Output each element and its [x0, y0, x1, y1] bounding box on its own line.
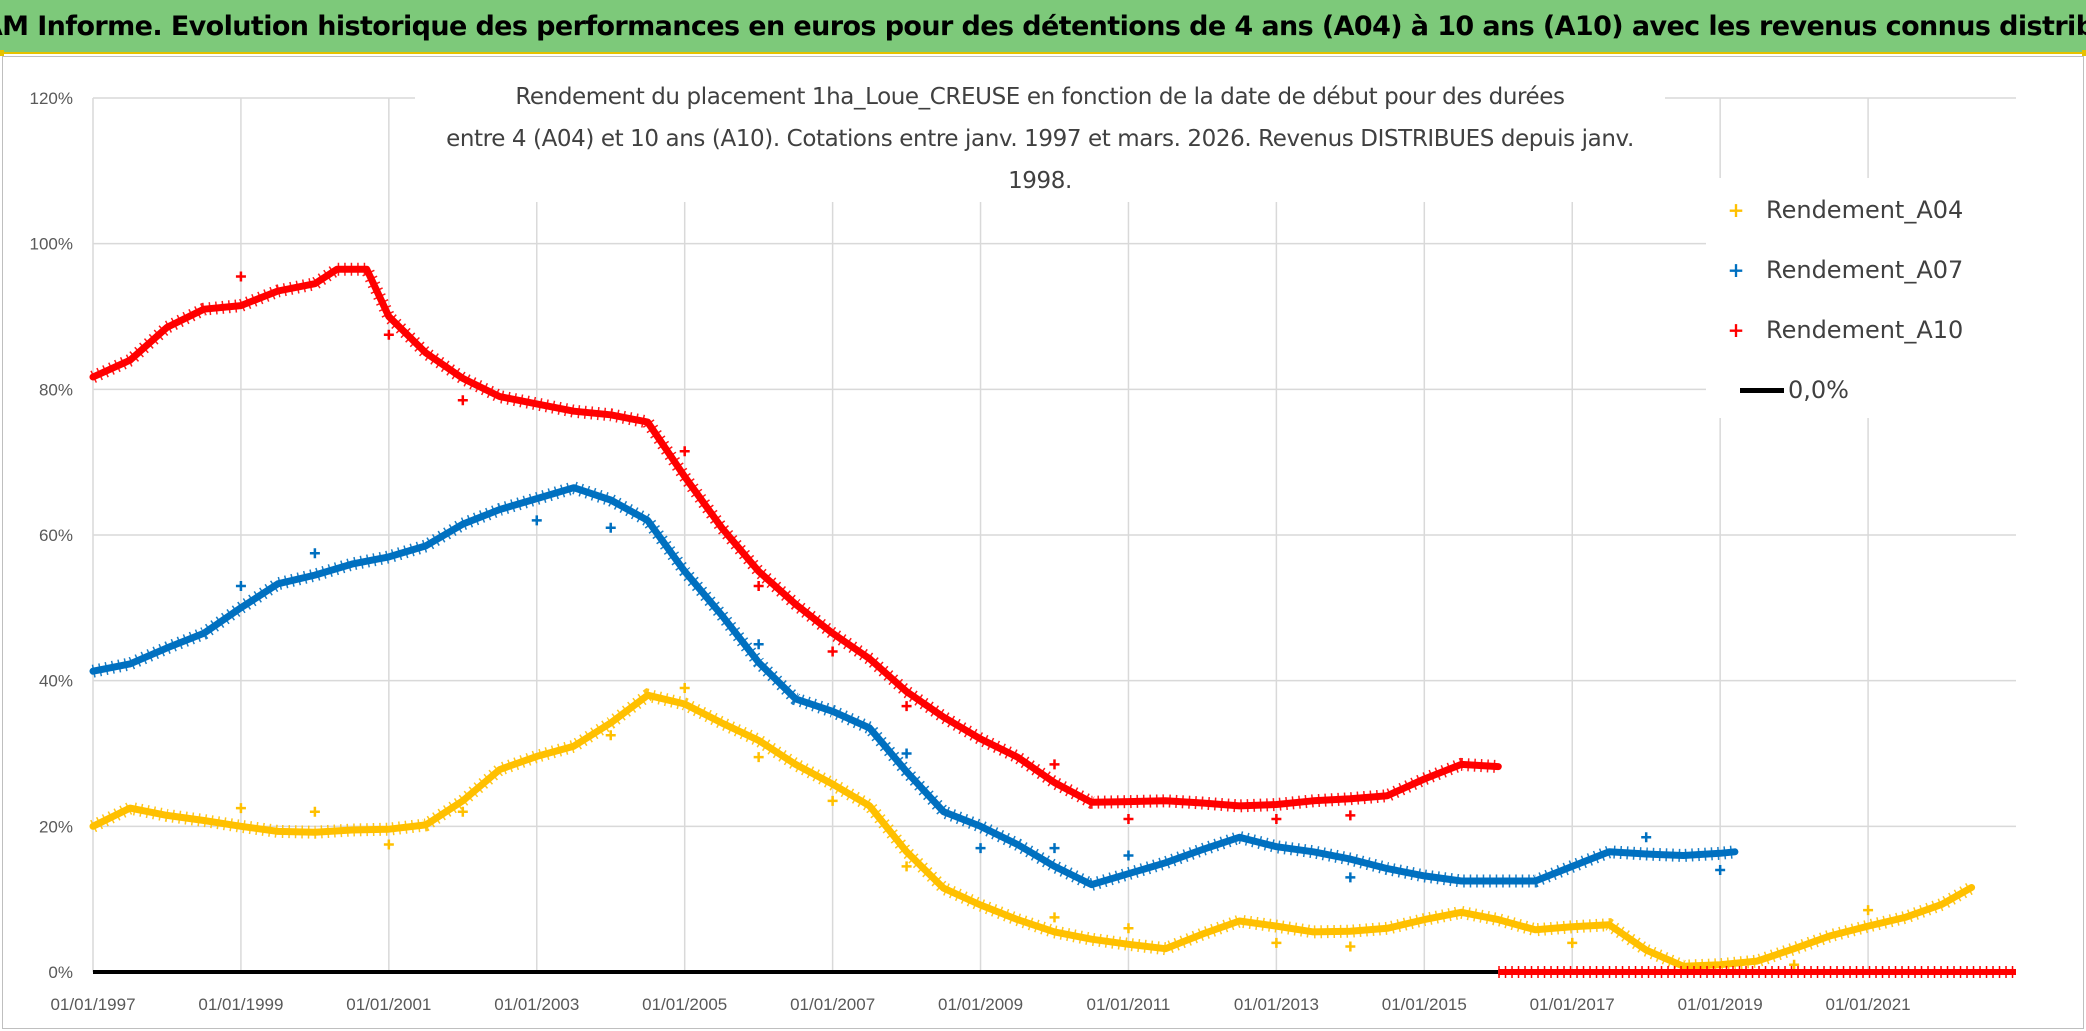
legend-item-a07: + Rendement_A07 — [1706, 250, 1964, 290]
banner-title: ADAM Informe. Evolution historique des p… — [0, 10, 2086, 42]
outlier-marker — [1123, 850, 1134, 861]
series-Rendement_A04 — [89, 682, 1976, 973]
outlier-marker — [1123, 923, 1134, 934]
outlier-marker — [1049, 912, 1060, 923]
x-tick-label: 01/01/2009 — [938, 995, 1023, 1014]
chart-title-line2: entre 4 (A04) et 10 ans (A10). Cotations… — [446, 126, 1634, 194]
outlier-marker — [679, 682, 690, 693]
outlier-marker — [1345, 872, 1356, 883]
outlier-marker — [827, 646, 838, 657]
outlier-marker — [1049, 843, 1060, 854]
chart-title-line1: Rendement du placement 1ha_Loue_CREUSE e… — [515, 84, 1565, 110]
x-tick-label: 01/01/2015 — [1382, 995, 1467, 1014]
plus-marker-icon: + — [1727, 318, 1745, 342]
y-tick-label: 80% — [39, 380, 73, 399]
x-tick-label: 01/01/2017 — [1530, 995, 1615, 1014]
series-Rendement_A10 — [89, 262, 2016, 978]
legend-item-a04: + Rendement_A04 — [1706, 190, 1964, 230]
outlier-marker — [975, 843, 986, 854]
outlier-marker — [1641, 832, 1652, 843]
chart-legend: + Rendement_A04 + Rendement_A07 + Rendem… — [1706, 178, 2016, 418]
outlier-marker — [1345, 810, 1356, 821]
x-tick-label: 01/01/2019 — [1678, 995, 1763, 1014]
x-axis-ticks: 01/01/1997 01/01/1999 01/01/2001 01/01/2003… — [50, 995, 1910, 1014]
outlier-marker — [235, 803, 246, 814]
outlier-marker — [901, 861, 912, 872]
x-tick-label: 01/01/2005 — [642, 995, 727, 1014]
x-tick-label: 01/01/2003 — [494, 995, 579, 1014]
chart-frame — [2, 56, 2084, 1029]
legend-label-zero: 0,0% — [1788, 376, 1849, 404]
outlier-marker — [1789, 959, 1800, 970]
outlier-marker — [235, 271, 246, 282]
series-layer — [89, 262, 2016, 978]
series-line — [89, 265, 1502, 810]
outlier-marker — [531, 515, 542, 526]
outlier-marker — [1049, 759, 1060, 770]
banner-corner-right — [2082, 50, 2086, 56]
outlier-marker — [1345, 941, 1356, 952]
outlier-marker — [679, 446, 690, 457]
outlier-marker — [457, 806, 468, 817]
outlier-marker — [605, 730, 616, 741]
legend-item-a10: + Rendement_A10 — [1706, 310, 1964, 350]
banner-corner-left — [0, 50, 4, 56]
outlier-marker — [309, 548, 320, 559]
outlier-marker — [383, 839, 394, 850]
x-tick-label: 01/01/2007 — [790, 995, 875, 1014]
title-banner: ADAM Informe. Evolution historique des p… — [0, 0, 2086, 54]
legend-item-zero: 0,0% — [1706, 370, 1849, 410]
outlier-marker — [1863, 905, 1874, 916]
x-tick-label: 01/01/1999 — [198, 995, 283, 1014]
x-tick-label: 01/01/1997 — [50, 995, 135, 1014]
outlier-marker — [1123, 814, 1134, 825]
line-marker-icon — [1740, 387, 1784, 393]
y-tick-label: 100% — [30, 235, 73, 254]
outlier-marker — [1567, 937, 1578, 948]
outlier-marker — [1271, 814, 1282, 825]
y-axis-ticks: 0% 20% 40% 60% 80% 100% 120% — [30, 89, 73, 982]
outlier-marker — [457, 395, 468, 406]
outlier-marker — [901, 748, 912, 759]
outlier-marker — [901, 701, 912, 712]
y-tick-label: 0% — [48, 963, 73, 982]
series-line — [89, 484, 1739, 889]
series-marks — [90, 688, 1975, 973]
series-Rendement_A07 — [89, 480, 1739, 892]
y-tick-label: 20% — [39, 817, 73, 836]
chart-title: Rendement du placement 1ha_Loue_CREUSE e… — [415, 76, 1665, 202]
outlier-marker — [753, 580, 764, 591]
series-marks — [90, 262, 1499, 813]
series-marks — [91, 480, 1736, 892]
outlier-marker — [753, 639, 764, 650]
x-tick-label: 01/01/2001 — [346, 995, 431, 1014]
plus-marker-icon: + — [1727, 198, 1745, 222]
outlier-marker — [753, 752, 764, 763]
x-tick-label: 01/01/2011 — [1087, 995, 1171, 1014]
legend-label-a10: Rendement_A10 — [1766, 316, 1964, 344]
series-line — [89, 691, 1976, 970]
outlier-marker — [827, 795, 838, 806]
outlier-marker — [1271, 937, 1282, 948]
x-tick-label: 01/01/2013 — [1234, 995, 1319, 1014]
y-tick-label: 40% — [39, 672, 73, 691]
legend-label-a04: Rendement_A04 — [1766, 196, 1964, 224]
plus-marker-icon: + — [1727, 258, 1745, 282]
legend-label-a07: Rendement_A07 — [1766, 256, 1964, 284]
outlier-marker — [383, 329, 394, 340]
outlier-marker — [235, 580, 246, 591]
outlier-marker — [309, 806, 320, 817]
outlier-marker — [1715, 865, 1726, 876]
y-tick-label: 120% — [30, 89, 73, 108]
outlier-marker — [605, 522, 616, 533]
x-tick-label: 01/01/2021 — [1826, 995, 1911, 1014]
y-tick-label: 60% — [39, 526, 73, 545]
